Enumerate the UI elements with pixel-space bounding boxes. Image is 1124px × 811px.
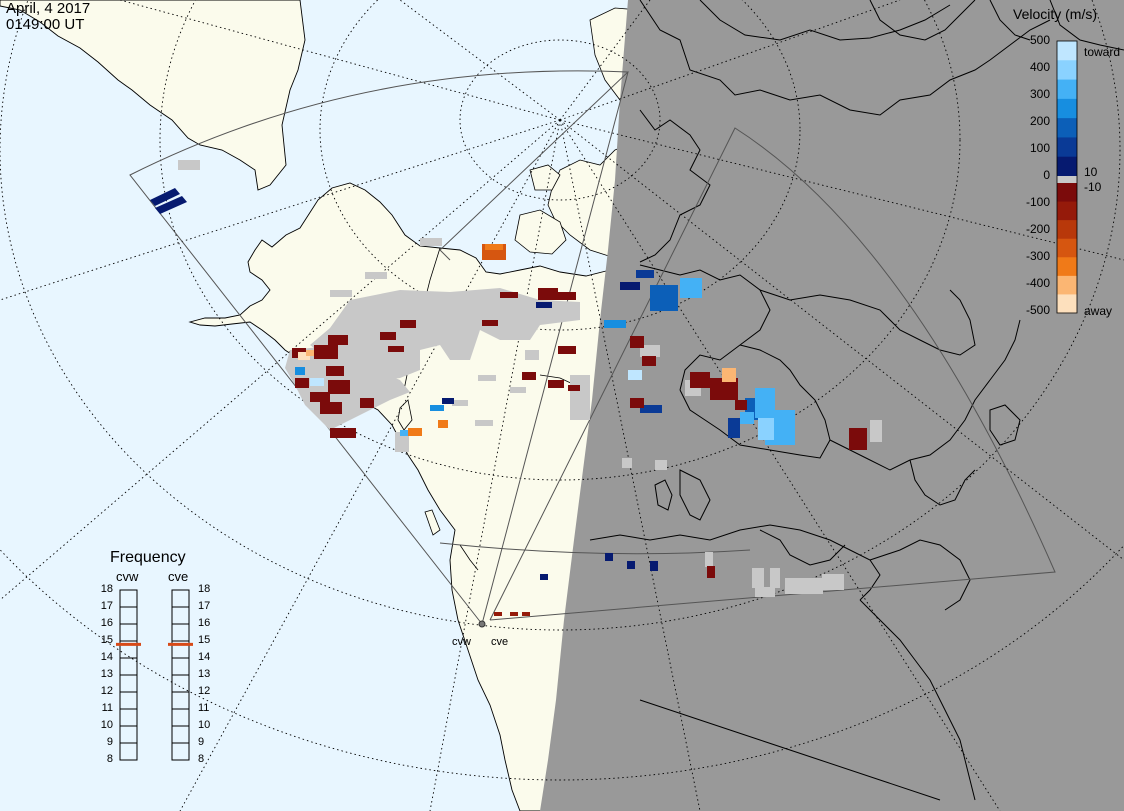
- colorbar-swatch: [1057, 118, 1077, 138]
- frequency-scale-label: 13: [100, 668, 113, 680]
- colorbar-tick-label: 400: [1029, 60, 1050, 74]
- colorbar-tick-label: 100: [1029, 141, 1050, 155]
- colorbar-title: Velocity (m/s): [1013, 6, 1098, 22]
- colorbar-swatch: [1057, 183, 1077, 203]
- colorbar-tick-label: 500: [1029, 33, 1050, 47]
- colorbar-tick-label: 10: [1084, 165, 1098, 179]
- frequency-scale-label: 16: [198, 617, 211, 629]
- colorbar-swatch: [1057, 275, 1077, 295]
- time-label: 0149:00 UT: [6, 16, 85, 33]
- colorbar-swatch: [1057, 60, 1077, 81]
- colorbar-swatch: [1057, 79, 1077, 100]
- radar-site-icon: [478, 620, 486, 628]
- frequency-scale-label: 11: [101, 702, 113, 714]
- colorbar-swatch: [1057, 137, 1077, 158]
- frequency-scale-label: 8: [106, 753, 113, 765]
- land-siberia: [0, 0, 306, 191]
- radar-fov-cvw: [129, 70, 630, 625]
- colorbar-tick-label: -500: [1025, 303, 1050, 317]
- frequency-radar-label-cve: cve: [168, 569, 189, 584]
- frequency-scale-label: 15: [100, 634, 113, 646]
- frequency-radar-label-cvw: cvw: [116, 569, 139, 584]
- frequency-scale-label: 14: [198, 651, 211, 663]
- velocity-colorbar: [1056, 40, 1078, 314]
- colorbar-tick-label: 300: [1029, 87, 1050, 101]
- frequency-scale-label: 12: [198, 685, 211, 697]
- toward-label: toward: [1084, 45, 1121, 59]
- frequency-title: Frequency: [110, 549, 186, 566]
- colorbar-tick-label: -10: [1084, 180, 1102, 194]
- frequency-scale-label: 17: [100, 600, 113, 612]
- radar-label-cvw: cvw: [452, 636, 471, 648]
- colorbar-swatch: [1057, 98, 1077, 119]
- frequency-scale-label: 16: [100, 617, 113, 629]
- velocity-cells: [150, 188, 867, 616]
- colorbar-swatch: [1057, 41, 1077, 61]
- frequency-scale-label: 10: [100, 719, 113, 731]
- frequency-scale-label: 13: [198, 668, 211, 680]
- radar-label-cve: cve: [491, 636, 509, 648]
- colorbar-tick-label: 200: [1029, 114, 1050, 128]
- colorbar-swatch: [1057, 156, 1077, 177]
- colorbar-swatch: [1057, 220, 1077, 240]
- frequency-scale-label: 17: [198, 600, 211, 612]
- frequency-scale-label: 14: [100, 651, 113, 663]
- frequency-scale-label: 11: [198, 702, 210, 714]
- frequency-scale-label: 18: [100, 583, 113, 595]
- colorbar-swatch: [1057, 201, 1077, 221]
- colorbar-zero-band: [1057, 176, 1077, 183]
- night-coastlines: [589, 0, 1124, 801]
- away-label: away: [1084, 304, 1113, 318]
- colorbar-border: [1056, 40, 1078, 314]
- colorbar-tick-label: -100: [1025, 195, 1050, 209]
- night-shading: [540, 0, 1124, 811]
- frequency-scale-label: 18: [198, 583, 211, 595]
- colorbar-tick-label: -200: [1025, 222, 1050, 236]
- frequency-scale-label: 8: [198, 753, 205, 765]
- colorbar-tick-label: -300: [1025, 249, 1050, 263]
- frequency-scale-label: 9: [106, 736, 113, 748]
- colorbar-swatch: [1057, 257, 1077, 277]
- frequency-scale-label: 10: [198, 719, 211, 731]
- colorbar-tick-label: -400: [1025, 276, 1050, 290]
- colorbar-tick-label: 0: [1043, 168, 1050, 182]
- colorbar-swatch: [1057, 294, 1077, 314]
- frequency-bars: [119, 589, 190, 761]
- date-label: April, 4 2017: [6, 0, 91, 17]
- frequency-scale-label: 15: [198, 634, 211, 646]
- colorbar-swatch: [1057, 238, 1077, 258]
- frequency-scale-label: 9: [198, 736, 205, 748]
- frequency-scale-label: 12: [100, 685, 113, 697]
